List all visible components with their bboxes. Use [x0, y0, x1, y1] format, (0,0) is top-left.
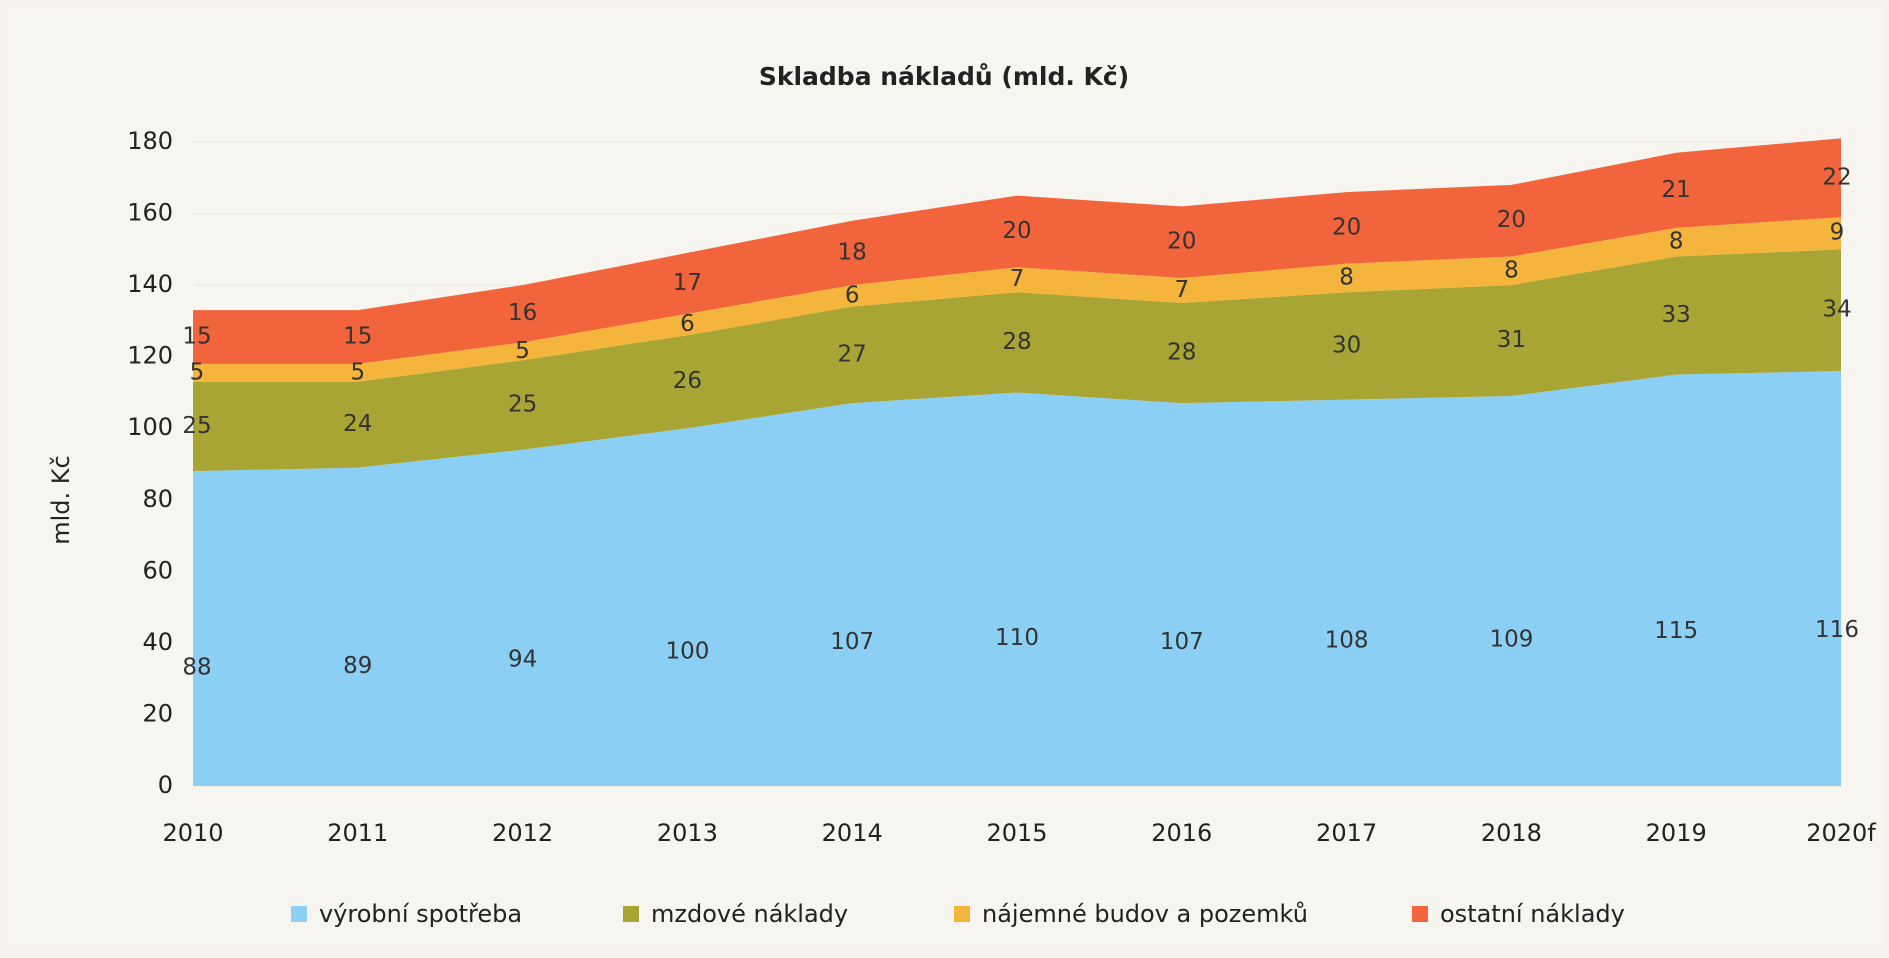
data-label: 24: [343, 411, 372, 437]
x-tick-label: 2018: [1481, 819, 1542, 847]
area: [193, 249, 1841, 472]
data-label: 8: [1669, 229, 1684, 255]
data-label: 15: [343, 323, 372, 349]
data-label: 115: [1654, 618, 1698, 644]
data-label: 8: [1504, 257, 1519, 283]
data-label: 5: [190, 359, 205, 385]
data-label: 107: [830, 629, 874, 655]
x-tick-label: 2010: [162, 819, 223, 847]
data-label: 25: [182, 413, 211, 439]
data-label: 7: [1010, 266, 1025, 292]
data-label: 33: [1662, 302, 1691, 328]
data-label: 9: [1830, 220, 1845, 246]
data-label: 110: [995, 625, 1039, 651]
data-label: 5: [350, 359, 365, 385]
data-label: 18: [838, 239, 867, 265]
x-tick-label: 2011: [327, 819, 388, 847]
legend-swatch: [1412, 906, 1428, 922]
x-tick-label: 2014: [822, 819, 883, 847]
data-label: 22: [1822, 164, 1851, 190]
x-tick-label: 2013: [657, 819, 718, 847]
legend-swatch: [291, 906, 307, 922]
area: [193, 370, 1841, 786]
y-tick-label: 80: [142, 485, 173, 513]
data-label: 15: [182, 323, 211, 349]
x-tick-label: 2012: [492, 819, 553, 847]
data-label: 28: [1167, 340, 1196, 366]
y-tick-label: 60: [142, 556, 173, 584]
data-label: 100: [665, 638, 709, 664]
data-label: 8: [1339, 264, 1354, 290]
data-label: 28: [1002, 329, 1031, 355]
data-label: 21: [1662, 177, 1691, 203]
y-tick-label: 0: [158, 771, 173, 799]
data-label: 20: [1167, 229, 1196, 255]
x-tick-label: 2015: [986, 819, 1047, 847]
x-tick-label: 2017: [1316, 819, 1377, 847]
data-label: 16: [508, 300, 537, 326]
legend-label: ostatní náklady: [1440, 900, 1625, 928]
legend-swatch: [623, 906, 639, 922]
data-label: 88: [182, 654, 211, 680]
y-tick-label: 40: [142, 628, 173, 656]
y-tick-label: 20: [142, 699, 173, 727]
y-tick-label: 180: [127, 127, 173, 155]
data-label: 25: [508, 391, 537, 417]
data-label: 27: [838, 341, 867, 367]
data-label: 20: [1002, 218, 1031, 244]
chart-title: Skladba nákladů (mld. Kč): [759, 62, 1129, 91]
area: [193, 217, 1841, 382]
legend-label: výrobní spotřeba: [319, 900, 522, 928]
y-tick-label: 100: [127, 413, 173, 441]
data-label: 26: [673, 368, 702, 394]
data-label: 30: [1332, 332, 1361, 358]
y-axis-label: mld. Kč: [47, 455, 75, 544]
y-tick-label: 140: [127, 270, 173, 298]
x-tick-label: 2019: [1646, 819, 1707, 847]
data-label: 109: [1489, 626, 1533, 652]
data-label: 94: [508, 646, 537, 672]
legend-label: nájemné budov a pozemků: [982, 900, 1308, 928]
data-label: 7: [1174, 277, 1189, 303]
y-tick-label: 160: [127, 199, 173, 227]
x-tick-label: 2016: [1151, 819, 1212, 847]
data-label: 17: [673, 270, 702, 296]
data-label: 89: [343, 653, 372, 679]
data-label: 34: [1822, 297, 1851, 323]
data-label: 20: [1332, 214, 1361, 240]
data-label: 6: [845, 282, 860, 308]
data-label: 108: [1325, 628, 1369, 654]
data-label: 31: [1497, 327, 1526, 353]
area: [193, 138, 1841, 364]
data-label: 5: [515, 338, 530, 364]
x-tick-label: 2020f: [1806, 819, 1876, 847]
data-label: 6: [680, 311, 695, 337]
legend-label: mzdové náklady: [651, 900, 848, 928]
y-tick-label: 120: [127, 342, 173, 370]
data-label: 20: [1497, 207, 1526, 233]
data-label: 116: [1815, 617, 1859, 643]
data-label: 107: [1160, 629, 1204, 655]
legend-swatch: [954, 906, 970, 922]
